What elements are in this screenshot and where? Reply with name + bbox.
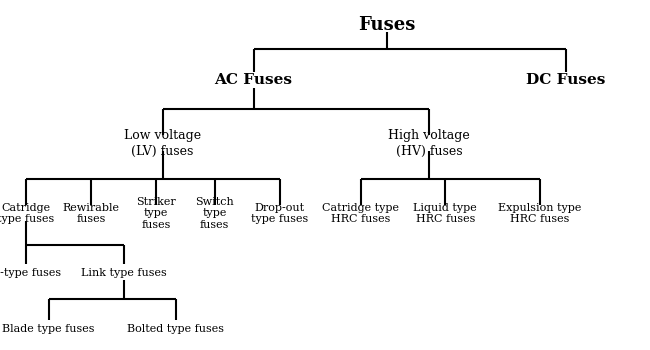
Text: Catridge
type fuses: Catridge type fuses (0, 203, 55, 224)
Text: Drop-out
type fuses: Drop-out type fuses (251, 203, 308, 224)
Text: High voltage
(HV) fuses: High voltage (HV) fuses (388, 130, 470, 158)
Text: Liquid type
HRC fuses: Liquid type HRC fuses (413, 203, 477, 224)
Text: DC Fuses: DC Fuses (526, 74, 605, 88)
Text: Switch
type
fuses: Switch type fuses (195, 197, 234, 230)
Text: Expulsion type
HRC fuses: Expulsion type HRC fuses (498, 203, 581, 224)
Text: Link type fuses: Link type fuses (81, 268, 166, 278)
Text: Catridge type
HRC fuses: Catridge type HRC fuses (322, 203, 399, 224)
Text: Fuses: Fuses (358, 15, 415, 34)
Text: Blade type fuses: Blade type fuses (3, 324, 95, 334)
Text: Striker
type
fuses: Striker type fuses (136, 197, 176, 230)
Text: Rewirable
fuses: Rewirable fuses (62, 203, 120, 224)
Text: D-type fuses: D-type fuses (0, 268, 61, 278)
Text: Bolted type fuses: Bolted type fuses (127, 324, 224, 334)
Text: Low voltage
(LV) fuses: Low voltage (LV) fuses (124, 130, 201, 158)
Text: AC Fuses: AC Fuses (214, 74, 292, 88)
